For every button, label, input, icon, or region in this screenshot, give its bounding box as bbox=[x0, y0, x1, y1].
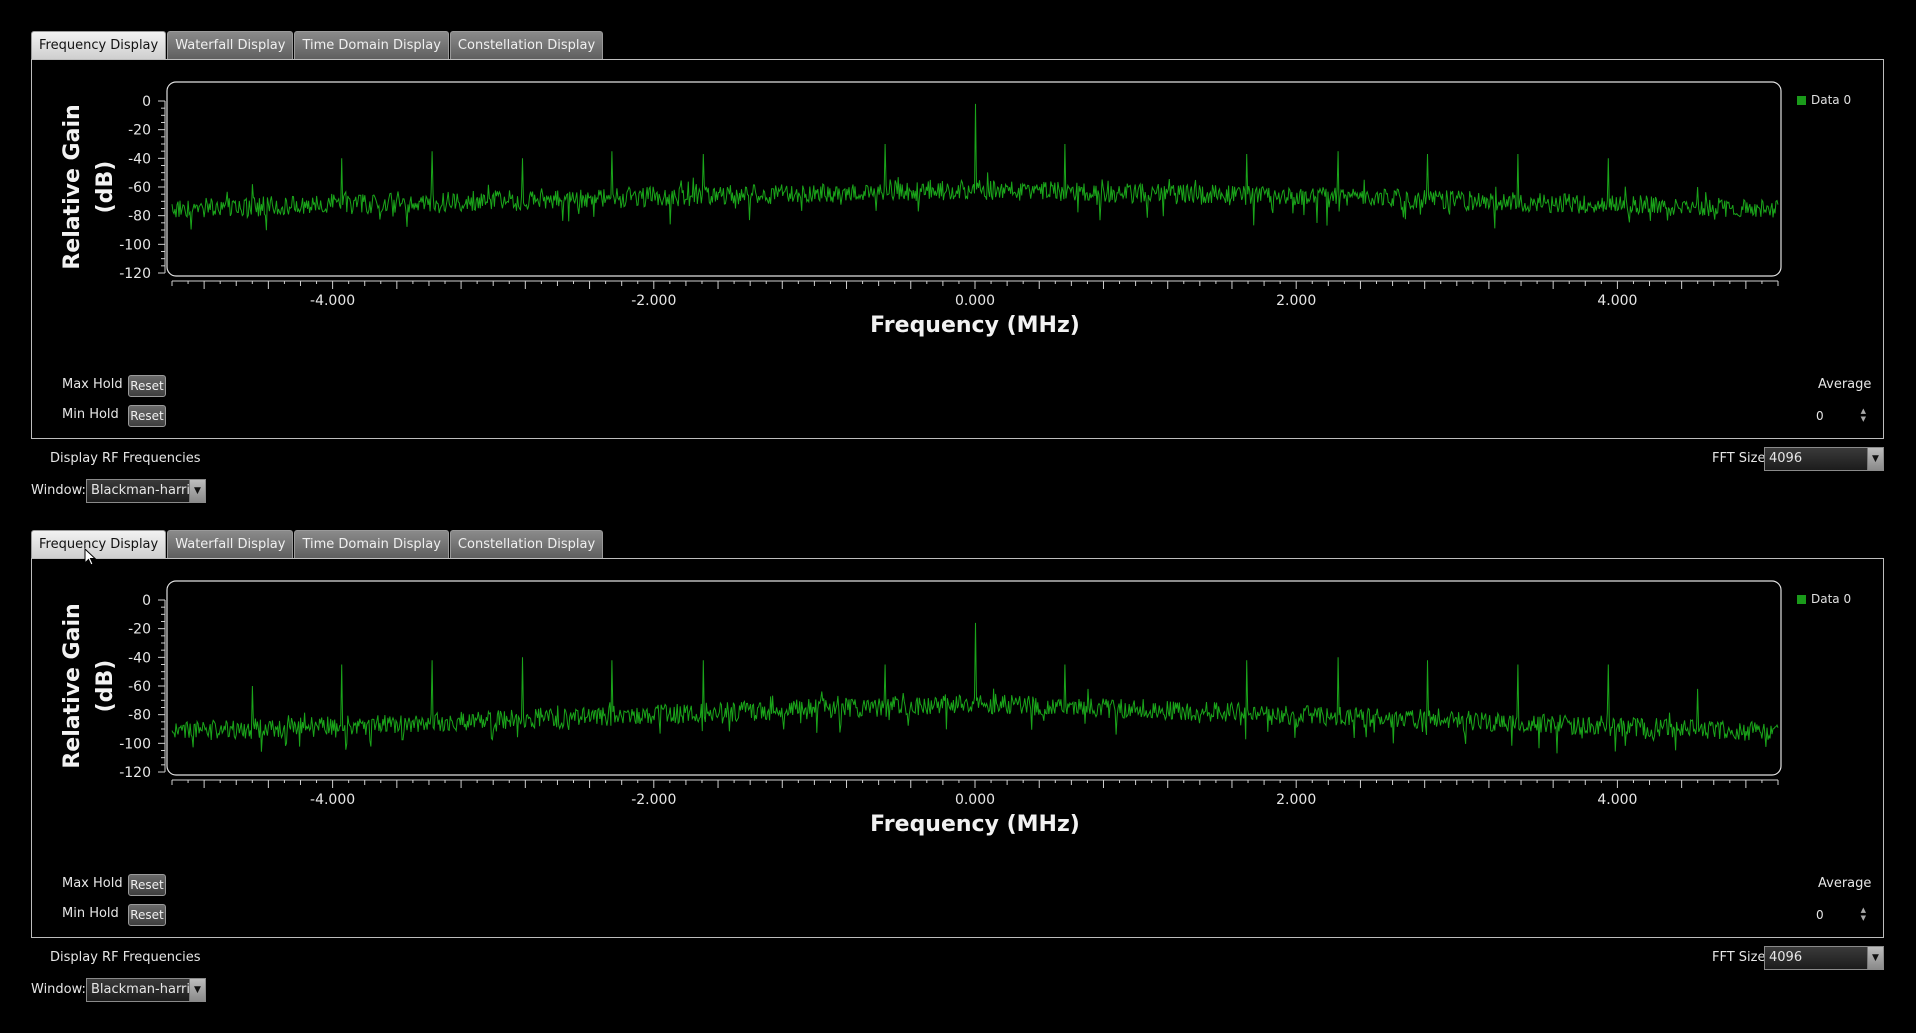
tab-bar: Frequency Display Waterfall Display Time… bbox=[31, 31, 604, 59]
fft-size-label: FFT Size: bbox=[1712, 451, 1770, 466]
y-tick-label: -40 bbox=[128, 151, 151, 167]
tab-frequency-display[interactable]: Frequency Display bbox=[31, 31, 167, 59]
y-tick-label: -20 bbox=[128, 123, 151, 139]
fft-size-value: 4096 bbox=[1769, 451, 1803, 466]
x-tick-label: -2.000 bbox=[631, 293, 676, 309]
y-tick-label: -80 bbox=[128, 209, 151, 225]
x-tick-label: -4.000 bbox=[310, 293, 355, 309]
y-axis-title-line: Relative Gain bbox=[60, 603, 85, 768]
y-axis-title-line: Relative Gain bbox=[60, 104, 85, 269]
y-tick-label: -120 bbox=[119, 765, 151, 781]
y-tick-label: -20 bbox=[128, 622, 151, 638]
y-axis-title-line: (dB) bbox=[93, 161, 118, 214]
frequency-plot[interactable]: 0 -20 -40 -60 -80 -100 -120 -4.000 -2.000 0.000 2.… bbox=[0, 499, 1916, 939]
legend-swatch bbox=[1797, 95, 1806, 105]
window-select[interactable]: Blackman-harris ▼ bbox=[86, 479, 206, 503]
tab-waterfall-display[interactable]: Waterfall Display bbox=[167, 530, 294, 558]
y-tick-label: 0 bbox=[142, 94, 151, 110]
min-hold-label: Min Hold bbox=[62, 906, 119, 921]
tab-frequency-display[interactable]: Frequency Display bbox=[31, 530, 167, 558]
max-hold-label: Max Hold bbox=[62, 876, 123, 891]
legend-swatch bbox=[1797, 594, 1806, 604]
display-rf-frequencies-checkbox[interactable]: Display RF Frequencies bbox=[50, 451, 201, 466]
average-value: 0 bbox=[1816, 908, 1824, 922]
x-tick-label: 2.000 bbox=[1276, 792, 1316, 808]
chevron-down-icon[interactable]: ▼ bbox=[189, 979, 205, 1001]
tab-bar: Frequency Display Waterfall Display Time… bbox=[31, 530, 604, 558]
x-tick-label: 2.000 bbox=[1276, 293, 1316, 309]
window-value: Blackman-harris bbox=[91, 483, 197, 498]
window-label: Window: bbox=[31, 982, 86, 997]
average-label: Average bbox=[1818, 377, 1872, 392]
tab-constellation-display[interactable]: Constellation Display bbox=[449, 31, 604, 59]
mouse-pointer-icon bbox=[84, 548, 97, 566]
up-down-arrows-icon[interactable]: ▲ ▼ bbox=[1860, 407, 1866, 423]
tab-time-domain-display[interactable]: Time Domain Display bbox=[294, 530, 449, 558]
max-hold-label: Max Hold bbox=[62, 377, 123, 392]
plot-canvas bbox=[166, 81, 1782, 277]
x-tick-label: -4.000 bbox=[310, 792, 355, 808]
fft-size-select[interactable]: 4096 ▼ bbox=[1764, 946, 1884, 970]
legend-label: Data 0 bbox=[1811, 592, 1852, 606]
min-hold-label: Min Hold bbox=[62, 407, 119, 422]
tab-constellation-display[interactable]: Constellation Display bbox=[449, 530, 604, 558]
tab-waterfall-display[interactable]: Waterfall Display bbox=[167, 31, 294, 59]
tab-time-domain-display[interactable]: Time Domain Display bbox=[294, 31, 449, 59]
max-hold-reset-button[interactable]: Reset bbox=[128, 874, 166, 896]
y-tick-label: -100 bbox=[119, 736, 151, 752]
min-hold-reset-button[interactable]: Reset bbox=[128, 904, 166, 926]
x-tick-label: 4.000 bbox=[1597, 792, 1637, 808]
fft-size-value: 4096 bbox=[1769, 950, 1803, 965]
series-line-data-0 bbox=[171, 103, 1779, 231]
y-tick-label: 0 bbox=[142, 593, 151, 609]
x-tick-label: 0.000 bbox=[955, 293, 995, 309]
average-label: Average bbox=[1818, 876, 1872, 891]
average-value: 0 bbox=[1816, 409, 1824, 423]
legend[interactable]: Data 0 bbox=[1797, 592, 1851, 606]
fft-size-label: FFT Size: bbox=[1712, 950, 1770, 965]
y-axis-title-line: (dB) bbox=[93, 660, 118, 713]
y-tick-label: -80 bbox=[128, 708, 151, 724]
y-tick-label: -100 bbox=[119, 237, 151, 253]
y-axis-title: Relative Gain (dB) bbox=[60, 104, 118, 269]
up-down-arrows-icon[interactable]: ▲ ▼ bbox=[1860, 906, 1866, 922]
x-axis-title: Frequency (MHz) bbox=[870, 812, 1080, 837]
chevron-down-icon[interactable]: ▼ bbox=[1867, 448, 1883, 470]
chevron-down-icon[interactable]: ▼ bbox=[1867, 947, 1883, 969]
average-spinbox[interactable]: 0 ▲ ▼ bbox=[1812, 405, 1868, 427]
y-tick-label: -120 bbox=[119, 266, 151, 282]
min-hold-reset-button[interactable]: Reset bbox=[128, 405, 166, 427]
series-line-data-0 bbox=[171, 622, 1779, 754]
panel-1: Frequency Display Waterfall Display Time… bbox=[0, 0, 1916, 503]
panel-2: Frequency Display Waterfall Display Time… bbox=[0, 499, 1916, 1002]
window-value: Blackman-harris bbox=[91, 982, 197, 997]
window-label: Window: bbox=[31, 483, 86, 498]
y-axis-title: Relative Gain (dB) bbox=[60, 603, 118, 768]
display-frame bbox=[31, 558, 1884, 938]
y-tick-label: -40 bbox=[128, 650, 151, 666]
frequency-plot[interactable]: 0 -20 -40 -60 -80 -100 -120 -4.000 -2.000 0.000 2.… bbox=[0, 0, 1916, 440]
legend[interactable]: Data 0 bbox=[1797, 93, 1851, 107]
fft-size-select[interactable]: 4096 ▼ bbox=[1764, 447, 1884, 471]
x-axis-title: Frequency (MHz) bbox=[870, 313, 1080, 338]
x-tick-label: -2.000 bbox=[631, 792, 676, 808]
legend-label: Data 0 bbox=[1811, 93, 1852, 107]
y-tick-label: -60 bbox=[128, 679, 151, 695]
plot-canvas bbox=[166, 580, 1782, 776]
window-select[interactable]: Blackman-harris ▼ bbox=[86, 978, 206, 1002]
average-spinbox[interactable]: 0 ▲ ▼ bbox=[1812, 904, 1868, 926]
y-tick-label: -60 bbox=[128, 180, 151, 196]
x-tick-label: 4.000 bbox=[1597, 293, 1637, 309]
chevron-down-icon[interactable]: ▼ bbox=[189, 480, 205, 502]
max-hold-reset-button[interactable]: Reset bbox=[128, 375, 166, 397]
display-frame bbox=[31, 59, 1884, 439]
display-rf-frequencies-checkbox[interactable]: Display RF Frequencies bbox=[50, 950, 201, 965]
x-tick-label: 0.000 bbox=[955, 792, 995, 808]
